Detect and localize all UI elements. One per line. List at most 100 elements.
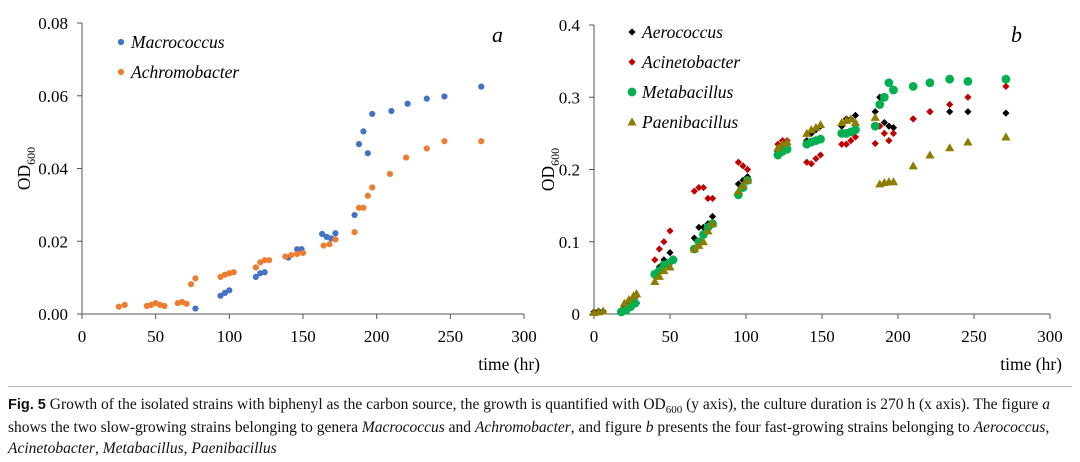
data-point-aerococcus — [708, 212, 717, 221]
caption-genus-metabacillus: Metabacillus — [102, 440, 184, 457]
panel-letter: a — [492, 22, 503, 47]
data-point-aerococcus — [666, 248, 674, 257]
data-point-acinetobacter — [699, 183, 708, 192]
legend-marker-metabacillus — [627, 87, 637, 97]
data-point-achromobacter — [187, 281, 195, 288]
y-axis-title-subscript: 600 — [24, 147, 38, 165]
data-point-macrococcus — [217, 292, 224, 299]
data-point-metabacillus — [870, 121, 880, 131]
data-point-paenibacillus — [837, 117, 847, 126]
data-point-paenibacillus — [811, 122, 821, 132]
data-point-acinetobacter — [666, 227, 674, 235]
data-point-aerococcus — [851, 111, 860, 119]
data-point-acinetobacter — [842, 140, 850, 148]
data-point-macrococcus — [192, 305, 199, 312]
x-tick-label: 200 — [885, 327, 911, 346]
data-point-aerococcus — [1002, 109, 1010, 117]
caption-sep-1: , — [1045, 418, 1050, 436]
x-tick-label: 0 — [590, 327, 599, 346]
data-point-paenibacillus — [631, 289, 642, 298]
data-point-macrococcus — [226, 287, 233, 294]
data-point-acinetobacter — [807, 160, 815, 168]
data-point-paenibacillus — [806, 125, 816, 134]
data-point-metabacillus — [851, 125, 860, 135]
data-point-achromobacter — [192, 275, 199, 282]
data-point-macrococcus — [441, 93, 448, 100]
data-point-acinetobacter — [964, 93, 972, 101]
data-point-paenibacillus — [1001, 132, 1011, 141]
caption-panel-a-ref: a — [1042, 396, 1050, 413]
data-point-achromobacter — [183, 300, 190, 307]
data-point-paenibacillus — [707, 219, 718, 228]
legend-marker-acinetobacter — [628, 58, 636, 66]
data-point-metabacillus — [945, 74, 955, 84]
caption-text-3: shows the two slow-growing strains belon… — [8, 418, 362, 436]
data-point-acinetobacter — [871, 139, 879, 148]
data-point-achromobacter — [386, 170, 394, 178]
data-point-metabacillus — [1001, 74, 1011, 84]
data-point-paenibacillus — [742, 175, 753, 184]
legend-marker-macrococcus — [117, 38, 125, 46]
data-point-paenibacillus — [624, 294, 634, 303]
caption-genus-achromobacter: Achromobacter — [474, 418, 571, 436]
data-point-achromobacter — [423, 145, 430, 152]
data-point-achromobacter — [294, 250, 301, 258]
data-point-paenibacillus — [777, 139, 788, 148]
y-tick-label: 0.3 — [559, 88, 580, 107]
data-point-paenibacillus — [908, 161, 918, 170]
data-point-acinetobacter — [734, 158, 742, 166]
data-point-macrococcus — [332, 230, 339, 237]
data-point-paenibacillus — [846, 114, 856, 123]
data-point-paenibacillus — [733, 186, 743, 195]
data-point-aerococcus — [880, 118, 888, 127]
data-point-paenibacillus — [888, 177, 899, 186]
y-tick-label: 0.2 — [559, 161, 580, 180]
panel-letter: b — [1011, 22, 1022, 47]
x-tick-label: 50 — [662, 327, 679, 346]
legend-label-achromobacter: Achromobacter — [130, 62, 239, 82]
x-tick-label: 150 — [809, 327, 835, 346]
y-tick-label: 0.1 — [559, 233, 580, 252]
data-point-metabacillus — [816, 134, 825, 144]
x-axis-title: time (hr) — [1000, 354, 1062, 374]
data-point-achromobacter — [351, 229, 358, 236]
caption-genus-macrococcus: Macrococcus — [361, 418, 445, 436]
data-point-macrococcus — [388, 107, 395, 115]
data-point-achromobacter — [121, 301, 128, 309]
data-point-paenibacillus — [782, 137, 792, 146]
data-point-macrococcus — [423, 95, 430, 102]
data-point-achromobacter — [299, 249, 307, 256]
caption-od-subscript: 600 — [665, 404, 683, 417]
legend-marker-achromobacter — [117, 68, 125, 76]
x-tick-label: 250 — [961, 327, 987, 346]
series-achromobacter — [115, 138, 485, 310]
data-point-achromobacter — [326, 241, 333, 248]
data-point-achromobacter — [266, 257, 273, 264]
data-point-achromobacter — [360, 204, 367, 211]
data-point-macrococcus — [355, 141, 363, 148]
data-point-aerococcus — [871, 108, 879, 116]
data-point-achromobacter — [355, 204, 363, 211]
data-point-paenibacillus — [694, 240, 704, 249]
y-tick-label: 0.00 — [38, 305, 68, 324]
data-point-paenibacillus — [659, 266, 669, 275]
data-point-paenibacillus — [773, 143, 783, 152]
caption-and: and — [444, 418, 475, 436]
figure: 0 50 100 150 200 250 300 0.00 0.02 0.04 0.06 0.08 ti… — [14, 14, 1063, 374]
caption-sep-2: , — [94, 440, 103, 457]
caption-genus-aerococcus: Aerococcus — [973, 418, 1046, 436]
data-point-paenibacillus — [802, 128, 812, 137]
x-tick-label: 150 — [290, 327, 316, 346]
data-point-acinetobacter — [1002, 82, 1010, 91]
x-tick-label: 200 — [364, 327, 390, 346]
series-acinetobacter — [620, 82, 1010, 311]
chart-panel-a: 0 50 100 150 200 250 300 0.00 0.02 0.04 0.06 0.08 ti… — [14, 14, 540, 374]
data-point-paenibacillus — [665, 262, 675, 271]
data-point-acinetobacter — [812, 155, 820, 163]
series-metabacillus — [616, 74, 1011, 317]
data-point-aerococcus — [695, 223, 703, 231]
legend-marker-paenibacillus — [627, 117, 637, 126]
data-point-macrococcus — [351, 211, 358, 219]
data-point-acinetobacter — [847, 137, 855, 145]
data-point-acinetobacter — [704, 194, 712, 202]
